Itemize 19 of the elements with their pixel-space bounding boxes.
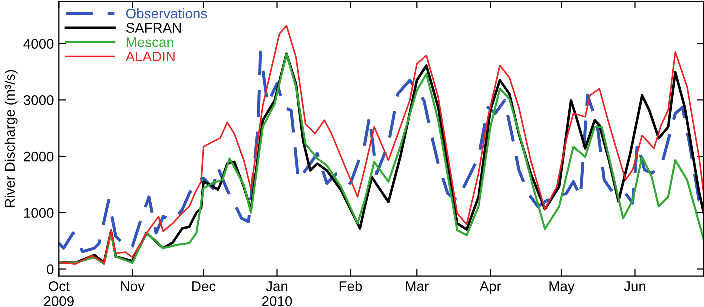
x-tick-label: Jun [624,282,646,292]
legend-label: Observations [126,8,208,19]
y-tick-label: 1000 [24,208,54,218]
x-tick-label: Apr [480,282,502,294]
x-tick-label: Jan 2010 [262,282,292,306]
x-tick-label: Feb [340,281,362,292]
x-tick-label: Dec [192,282,216,292]
y-tick-label: 3000 [24,96,54,106]
y-axis-title: River Discharge (m³/s) [4,70,18,208]
legend-label: Mescan [126,38,174,48]
legend-label: SAFRAN [126,23,182,34]
y-tick-label: 0 [47,264,54,274]
x-tick-label: Mar [406,282,429,292]
y-tick-label: 4000 [24,39,54,49]
x-tick-label: Oct 2009 [44,282,74,306]
x-tick-label: May [550,282,575,294]
x-tick-label: Nov [121,282,145,292]
y-tick-label: 2000 [24,152,54,162]
legend-label: ALADIN [126,52,175,62]
